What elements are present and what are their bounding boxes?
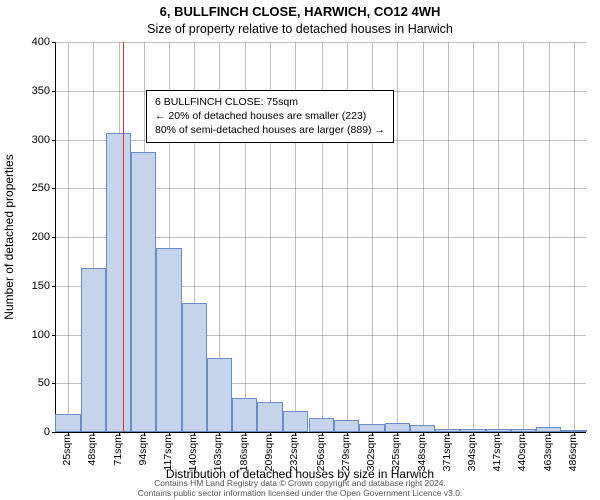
footer-attribution: Contains HM Land Registry data © Crown c… (0, 479, 600, 498)
x-tick-label: 71sqm (112, 434, 124, 466)
y-tick-label: 100 (10, 329, 50, 341)
y-tick-mark (52, 140, 56, 141)
y-tick-label: 400 (10, 36, 50, 48)
x-tick-label: 394sqm (466, 434, 478, 471)
histogram-bar (334, 420, 359, 432)
histogram-bar (106, 133, 131, 432)
y-tick-label: 50 (10, 377, 50, 389)
info-line-3: 80% of semi-detached houses are larger (… (155, 123, 385, 137)
info-line-1: 6 BULLFINCH CLOSE: 75sqm (155, 95, 385, 109)
x-tick-label: 302sqm (365, 434, 377, 471)
x-tick-label: 209sqm (263, 434, 275, 471)
histogram-bar (257, 402, 282, 432)
histogram-bar (359, 424, 384, 432)
x-tick-label: 48sqm (86, 434, 98, 466)
y-tick-label: 150 (10, 280, 50, 292)
y-tick-mark (52, 188, 56, 189)
y-tick-mark (52, 286, 56, 287)
x-tick-label: 417sqm (491, 434, 503, 471)
y-tick-mark (52, 432, 56, 433)
histogram-bar (460, 429, 485, 432)
chart-subtitle: Size of property relative to detached ho… (0, 22, 600, 36)
y-tick-label: 300 (10, 134, 50, 146)
property-marker-line (123, 42, 124, 432)
x-tick-label: 186sqm (238, 434, 250, 471)
y-tick-label: 350 (10, 85, 50, 97)
grid-line-v (574, 42, 575, 432)
histogram-bar (182, 303, 207, 432)
grid-line-v (498, 42, 499, 432)
histogram-bar (232, 398, 257, 432)
histogram-bar (309, 418, 334, 432)
grid-line-v (549, 42, 550, 432)
grid-line-v (523, 42, 524, 432)
y-tick-mark (52, 237, 56, 238)
y-tick-label: 0 (10, 426, 50, 438)
x-tick-label: 486sqm (567, 434, 579, 471)
histogram-bar (511, 429, 536, 432)
histogram-bar (156, 248, 181, 432)
x-tick-label: 117sqm (162, 434, 174, 471)
histogram-bar (536, 427, 561, 432)
footer-line-2: Contains public sector information licen… (0, 489, 600, 498)
y-tick-label: 200 (10, 231, 50, 243)
grid-line-v (448, 42, 449, 432)
x-tick-label: 256sqm (315, 434, 327, 471)
x-tick-label: 140sqm (187, 434, 199, 471)
grid-line-v (68, 42, 69, 432)
histogram-bar (81, 268, 106, 432)
grid-line-v (397, 42, 398, 432)
y-tick-mark (52, 383, 56, 384)
histogram-bar (131, 152, 156, 432)
y-tick-mark (52, 42, 56, 43)
x-tick-label: 279sqm (340, 434, 352, 471)
info-box: 6 BULLFINCH CLOSE: 75sqm ← 20% of detach… (146, 90, 394, 143)
y-tick-label: 250 (10, 182, 50, 194)
grid-line-v (423, 42, 424, 432)
histogram-bar (435, 429, 460, 432)
histogram-bar (207, 358, 232, 432)
grid-line-v (473, 42, 474, 432)
x-tick-label: 371sqm (441, 434, 453, 471)
x-tick-label: 440sqm (516, 434, 528, 471)
x-tick-label: 325sqm (390, 434, 402, 471)
histogram-bar (486, 429, 511, 432)
x-tick-label: 94sqm (137, 434, 149, 466)
x-tick-label: 163sqm (212, 434, 224, 471)
x-tick-label: 232sqm (288, 434, 300, 471)
info-line-2: ← 20% of detached houses are smaller (22… (155, 109, 385, 123)
histogram-bar (410, 425, 435, 432)
plot-area: 6 BULLFINCH CLOSE: 75sqm ← 20% of detach… (55, 42, 586, 433)
histogram-bar (283, 411, 308, 432)
histogram-bar (55, 414, 80, 432)
chart-title-address: 6, BULLFINCH CLOSE, HARWICH, CO12 4WH (0, 4, 600, 19)
y-tick-mark (52, 335, 56, 336)
y-tick-mark (52, 91, 56, 92)
x-tick-label: 25sqm (61, 434, 73, 466)
x-tick-label: 348sqm (416, 434, 428, 471)
histogram-bar (385, 423, 410, 432)
histogram-bar (561, 430, 586, 432)
chart-container: 6, BULLFINCH CLOSE, HARWICH, CO12 4WH Si… (0, 0, 600, 500)
x-tick-label: 463sqm (542, 434, 554, 471)
